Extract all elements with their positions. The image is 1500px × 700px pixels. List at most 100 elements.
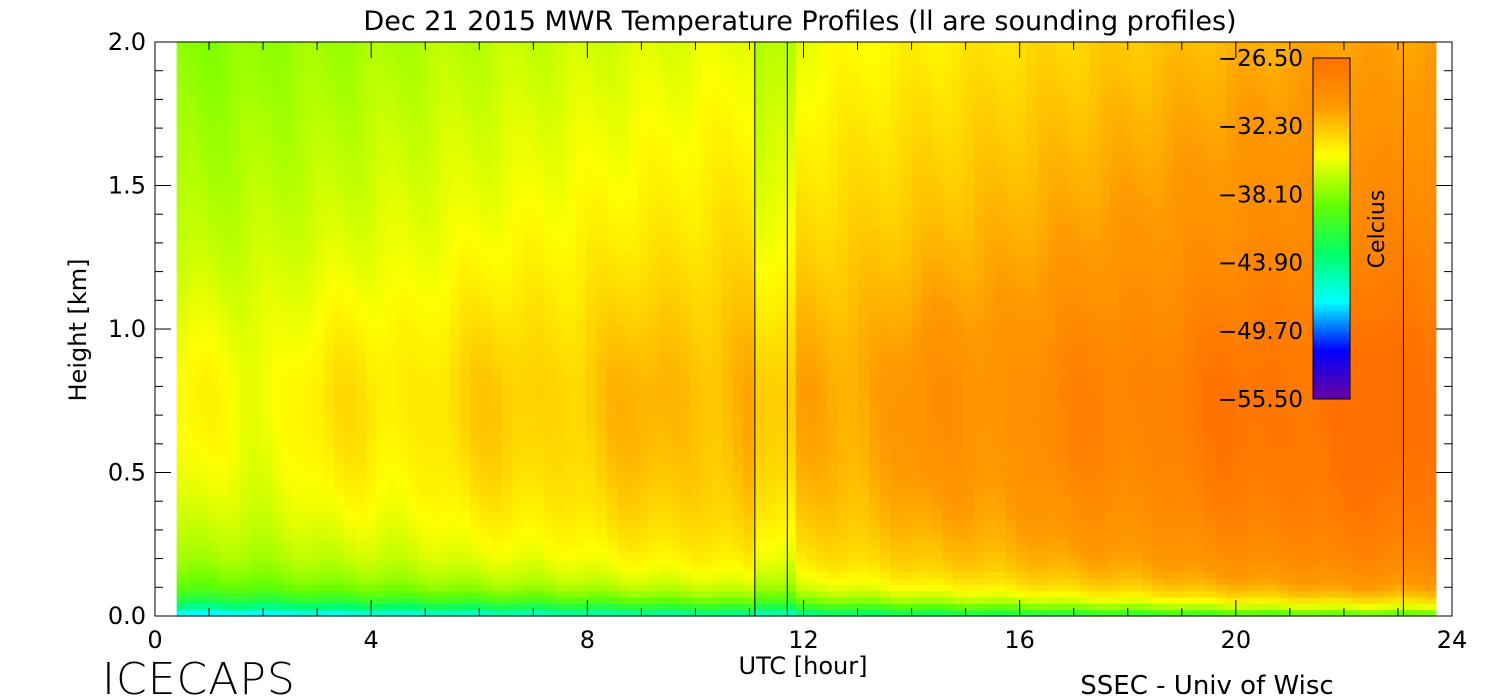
- heatmap-cell: [690, 590, 702, 598]
- heatmap-cell: [449, 596, 461, 604]
- heatmap-cell: [522, 163, 534, 171]
- heatmap-cell: [701, 322, 713, 330]
- heatmap-cell: [218, 335, 230, 343]
- heatmap-cell: [606, 322, 618, 330]
- heatmap-cell: [208, 584, 220, 592]
- heatmap-cell: [239, 303, 251, 311]
- heatmap-cell: [229, 271, 241, 279]
- heatmap-cell: [690, 169, 702, 177]
- heatmap-cell: [554, 405, 566, 413]
- heatmap-cell: [239, 329, 251, 336]
- heatmap-cell: [271, 329, 283, 336]
- heatmap-cell: [375, 99, 388, 107]
- heatmap-cell: [543, 603, 555, 611]
- heatmap-cell: [407, 239, 419, 247]
- heatmap-cell: [554, 513, 566, 521]
- heatmap-cell: [659, 322, 671, 330]
- heatmap-cell: [281, 431, 293, 439]
- heatmap-cell: [176, 373, 188, 381]
- heatmap-cell: [596, 150, 608, 158]
- heatmap-cell: [701, 86, 713, 94]
- heatmap-cell: [396, 552, 409, 560]
- heatmap-cell: [239, 175, 251, 183]
- heatmap-cell: [250, 596, 262, 604]
- heatmap-cell: [669, 494, 681, 502]
- heatmap-cell: [344, 156, 356, 164]
- heatmap-cell: [606, 373, 618, 381]
- heatmap-cell: [753, 501, 765, 509]
- heatmap-cell: [176, 86, 188, 94]
- heatmap-cell: [501, 329, 513, 336]
- heatmap-cell: [501, 405, 513, 413]
- heatmap-cell: [187, 545, 199, 553]
- heatmap-cell: [208, 67, 220, 75]
- heatmap-cell: [638, 137, 650, 145]
- heatmap-cell: [533, 443, 545, 451]
- heatmap-cell: [313, 93, 325, 100]
- heatmap-cell: [732, 195, 744, 203]
- heatmap-cell: [271, 239, 283, 247]
- heatmap-cell: [522, 571, 534, 579]
- heatmap-cell: [417, 577, 430, 585]
- heatmap-cell: [176, 93, 188, 100]
- heatmap-cell: [575, 156, 587, 164]
- heatmap-cell: [292, 61, 304, 69]
- heatmap-cell: [355, 552, 367, 560]
- heatmap-cell: [292, 214, 304, 222]
- heatmap-cell: [491, 112, 503, 120]
- heatmap-cell: [564, 207, 576, 215]
- heatmap-cell: [355, 507, 367, 515]
- heatmap-cell: [323, 150, 335, 158]
- heatmap-cell: [208, 335, 220, 343]
- heatmap-cell: [617, 322, 629, 330]
- heatmap-cell: [596, 603, 608, 611]
- heatmap-cell: [386, 564, 398, 572]
- heatmap-cell: [281, 42, 293, 49]
- heatmap-cell: [292, 469, 304, 477]
- heatmap-cell: [218, 539, 230, 547]
- heatmap-cell: [344, 482, 356, 490]
- heatmap-cell: [690, 437, 702, 445]
- heatmap-cell: [344, 584, 356, 592]
- heatmap-cell: [522, 144, 534, 152]
- heatmap-cell: [543, 80, 555, 88]
- heatmap-cell: [197, 61, 209, 69]
- heatmap-cell: [334, 469, 346, 477]
- heatmap-cell: [239, 424, 251, 432]
- heatmap-cell: [323, 137, 335, 145]
- heatmap-cell: [533, 399, 545, 407]
- heatmap-cell: [701, 188, 713, 196]
- heatmap-cell: [470, 156, 482, 164]
- heatmap-cell: [627, 93, 639, 100]
- heatmap-cell: [470, 258, 482, 266]
- heatmap-cell: [417, 399, 430, 407]
- heatmap-cell: [459, 577, 472, 585]
- heatmap-cell: [669, 201, 681, 209]
- heatmap-cell: [470, 341, 482, 349]
- heatmap-cell: [250, 112, 262, 120]
- heatmap-cell: [701, 99, 713, 107]
- heatmap-cell: [386, 61, 398, 69]
- heatmap-cell: [334, 156, 346, 164]
- heatmap-cell: [239, 577, 251, 585]
- heatmap-cell: [659, 399, 671, 407]
- heatmap-cell: [459, 188, 472, 196]
- heatmap-cell: [470, 284, 482, 292]
- heatmap-cell: [606, 284, 618, 292]
- heatmap-cell: [375, 284, 388, 292]
- heatmap-cell: [617, 214, 629, 222]
- heatmap-cell: [585, 303, 597, 311]
- heatmap-cell: [449, 195, 461, 203]
- heatmap-cell: [522, 156, 534, 164]
- heatmap-cell: [711, 437, 723, 445]
- heatmap-cell: [596, 501, 608, 509]
- heatmap-cell: [449, 226, 461, 234]
- heatmap-cell: [512, 405, 524, 413]
- heatmap-cell: [743, 61, 755, 69]
- heatmap-cell: [522, 61, 534, 69]
- heatmap-cell: [344, 501, 356, 509]
- heatmap-cell: [187, 335, 199, 343]
- heatmap-cell: [533, 507, 545, 515]
- heatmap-cell: [606, 105, 618, 113]
- heatmap-cell: [554, 105, 566, 113]
